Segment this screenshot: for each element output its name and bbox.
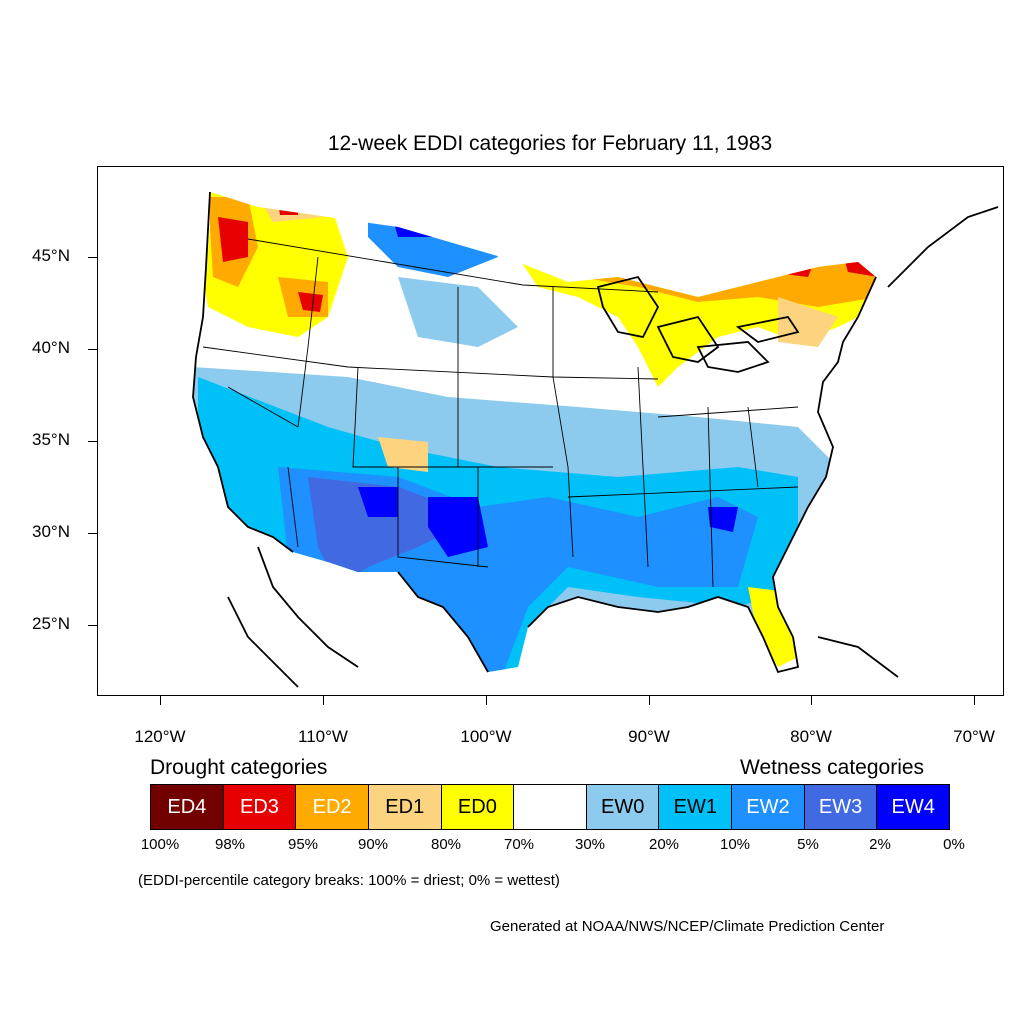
drought-heading: Drought categories xyxy=(150,756,328,779)
lon-label-120: 120°W xyxy=(134,727,186,746)
lat-label-45: 45°N xyxy=(32,246,70,265)
lon-tick xyxy=(160,696,161,705)
break-label: 10% xyxy=(719,836,751,853)
break-label: 2% xyxy=(869,836,891,853)
map-panel xyxy=(97,166,1004,696)
legend-swatch-ed1: ED1 xyxy=(368,785,442,829)
lon-label-80: 80°W xyxy=(790,727,832,746)
lon-label-70: 70°W xyxy=(953,727,995,746)
break-label: 80% xyxy=(430,836,462,853)
category-note: (EDDI-percentile category breaks: 100% =… xyxy=(138,872,560,889)
lat-tick xyxy=(88,441,97,442)
break-label: 0% xyxy=(943,836,965,853)
legend-swatch-ew3: EW3 xyxy=(804,785,878,829)
break-label: 70% xyxy=(503,836,535,853)
lon-label-110: 110°W xyxy=(298,727,348,746)
lon-tick xyxy=(323,696,324,705)
lat-label-35: 35°N xyxy=(32,430,70,449)
wetness-heading: Wetness categories xyxy=(740,756,925,779)
eddi-map xyxy=(192,191,999,688)
legend-swatch-ed3: ED3 xyxy=(223,785,297,829)
break-label: 20% xyxy=(648,836,680,853)
legend-swatch-ew4: EW4 xyxy=(877,785,950,829)
lat-tick xyxy=(88,625,97,626)
break-label: 90% xyxy=(357,836,389,853)
lon-tick xyxy=(486,696,487,705)
map-title: 12-week EDDI categories for February 11,… xyxy=(327,132,773,155)
credit-text: Generated at NOAA/NWS/NCEP/Climate Predi… xyxy=(490,918,885,935)
legend-colorbar: ED4 ED3 ED2 ED1 ED0 EW0 EW1 EW2 EW3 EW4 xyxy=(150,784,950,830)
legend-swatch-ew1: EW1 xyxy=(659,785,733,829)
break-label: 98% xyxy=(214,836,246,853)
lon-tick xyxy=(811,696,812,705)
lon-label-90: 90°W xyxy=(628,727,670,746)
legend-swatch-normal xyxy=(514,785,587,829)
legend-swatch-ew2: EW2 xyxy=(732,785,805,829)
eddi-field xyxy=(193,192,876,672)
coastlines xyxy=(192,191,999,688)
legend-swatch-ed0: ED0 xyxy=(441,785,515,829)
break-label: 5% xyxy=(797,836,819,853)
break-label: 30% xyxy=(574,836,606,853)
legend-swatch-ed4: ED4 xyxy=(151,785,224,829)
state-boundaries xyxy=(202,238,799,588)
lat-label-30: 30°N xyxy=(32,522,70,541)
break-label: 100% xyxy=(140,836,180,853)
break-label: 95% xyxy=(287,836,319,853)
legend-swatch-ed2: ED2 xyxy=(296,785,369,829)
lon-label-100: 100°W xyxy=(460,727,512,746)
lon-tick xyxy=(974,696,975,705)
lat-label-40: 40°N xyxy=(32,338,70,357)
lon-tick xyxy=(649,696,650,705)
lat-label-25: 25°N xyxy=(32,614,70,633)
lat-tick xyxy=(88,533,97,534)
legend-swatch-ew0: EW0 xyxy=(586,785,660,829)
lat-tick xyxy=(88,257,97,258)
lat-tick xyxy=(88,349,97,350)
